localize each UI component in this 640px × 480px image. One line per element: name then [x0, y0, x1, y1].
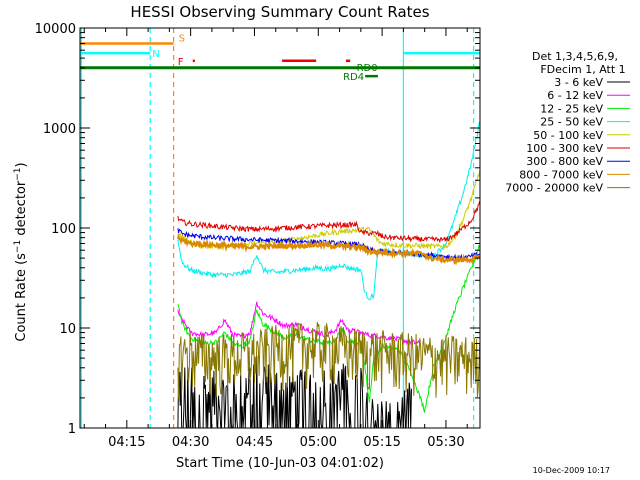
chart-title: HESSI Observing Summary Count Rates [130, 3, 429, 21]
legend-label: 3 - 6 keV [554, 76, 603, 89]
x-tick-label: 05:00 [300, 435, 337, 450]
legend-label: 300 - 800 keV [526, 155, 603, 168]
legend-entry-800-7000-kev: 800 - 7000 keV [519, 168, 630, 181]
legend-entry-3-6-kev: 3 - 6 keV [554, 76, 630, 89]
flag-label-f: F [178, 57, 184, 68]
legend-entry-12-25-kev: 12 - 25 keV [540, 102, 630, 115]
plot-clip-group [80, 28, 480, 428]
axes: 1 10 100 1000 10000 04:15 04:30 04:45 05:00 05:15… [35, 22, 481, 450]
legend-label: 50 - 100 keV [533, 129, 603, 142]
y-tick-label: 10 [59, 322, 76, 337]
legend-entry-50-100-kev: 50 - 100 keV [533, 129, 630, 142]
x-tick-label: 05:30 [427, 435, 464, 450]
y-axis-label: Count Rate (s−1 detector−1) [13, 162, 29, 341]
flag-label-rd4: RD4 [343, 72, 364, 83]
legend-entry-7000-20000-kev: 7000 - 20000 keV [505, 182, 630, 195]
series-100-300-kev [177, 201, 480, 243]
series-800-7000-kev [176, 232, 480, 266]
legend-label: 25 - 50 keV [540, 116, 603, 129]
legend-label: 12 - 25 keV [540, 102, 603, 115]
series-7000-20000-kev [177, 321, 480, 399]
x-tick-label: 04:45 [236, 435, 273, 450]
legend-entry-25-50-kev: 25 - 50 keV [540, 116, 630, 129]
series-25-50-kev [177, 121, 480, 301]
flag-label-n: N [152, 49, 159, 60]
x-tick-label: 04:15 [108, 435, 145, 450]
legend-label: 7000 - 20000 keV [505, 182, 603, 195]
series-12-25-kev [177, 244, 480, 413]
flag-label-s: S [179, 33, 185, 44]
y-tick-label: 1 [68, 422, 76, 437]
x-axis-label: Start Time (10-Jun-03 04:01:02) [176, 456, 384, 471]
legend-entry-6-12-kev: 6 - 12 keV [547, 89, 630, 102]
legend-label: 800 - 7000 keV [519, 168, 603, 181]
timestamp: 10-Dec-2009 10:17 [533, 466, 610, 475]
legend-header-1: FDecim 1, Att 1 [540, 63, 625, 76]
legend-label: 100 - 300 keV [526, 142, 603, 155]
x-tick-label: 04:30 [172, 435, 209, 450]
x-tick-label: 05:15 [363, 435, 400, 450]
legend-header-0: Det 1,3,4,5,6,9, [532, 50, 618, 63]
y-tick-label: 1000 [43, 122, 76, 137]
flag-label-rd0: RD0 [357, 63, 378, 74]
legend-entry-100-300-kev: 100 - 300 keV [526, 142, 630, 155]
legend-entry-300-800-kev: 300 - 800 keV [526, 155, 630, 168]
series-3-6-kev [177, 355, 412, 428]
y-tick-label: 100 [51, 222, 76, 237]
y-tick-label: 10000 [35, 22, 76, 37]
series-50-100-kev [177, 170, 480, 251]
legend: Det 1,3,4,5,6,9,FDecim 1, Att 13 - 6 keV… [505, 50, 630, 195]
legend-label: 6 - 12 keV [547, 89, 603, 102]
